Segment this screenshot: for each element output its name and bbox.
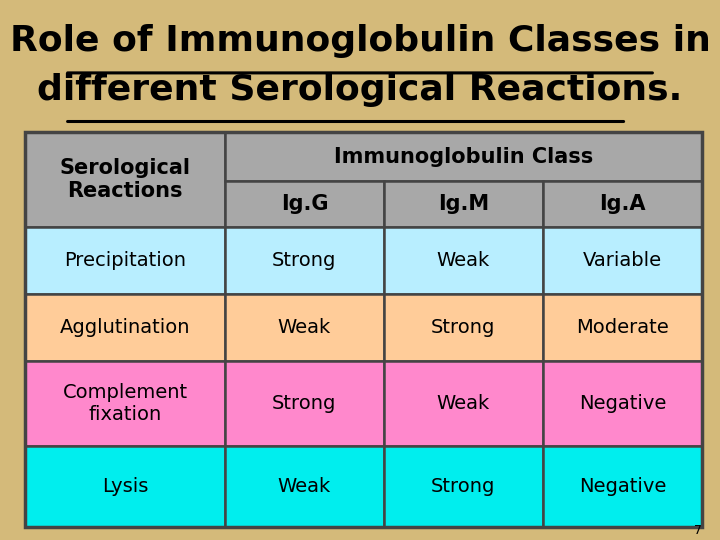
Text: Strong: Strong	[431, 318, 495, 337]
Bar	[25, 132, 702, 526]
Text: Weak: Weak	[278, 477, 331, 496]
Text: Strong: Strong	[431, 477, 495, 496]
Text: Strong: Strong	[272, 251, 336, 270]
Text: Ig.G: Ig.G	[281, 194, 328, 214]
Text: Variable: Variable	[583, 251, 662, 270]
Bar	[25, 294, 225, 361]
Bar	[25, 361, 225, 446]
Bar	[225, 227, 384, 294]
Text: Lysis: Lysis	[102, 477, 148, 496]
Text: Precipitation: Precipitation	[64, 251, 186, 270]
Bar	[225, 181, 384, 227]
Text: Immunoglobulin Class: Immunoglobulin Class	[334, 147, 593, 167]
Bar	[543, 294, 702, 361]
Bar	[543, 446, 702, 526]
Text: Moderate: Moderate	[576, 318, 669, 337]
Bar	[225, 294, 384, 361]
Text: 7: 7	[694, 524, 702, 537]
Bar	[543, 227, 702, 294]
Bar	[225, 446, 384, 526]
Text: Negative: Negative	[579, 394, 666, 413]
Bar	[384, 227, 543, 294]
Text: Complement
fixation: Complement fixation	[63, 383, 188, 424]
Text: Role of Immunoglobulin Classes in: Role of Immunoglobulin Classes in	[9, 24, 711, 58]
Bar	[25, 446, 225, 526]
Text: Serological
Reactions: Serological Reactions	[60, 158, 191, 201]
Bar	[384, 294, 543, 361]
Bar	[225, 132, 702, 181]
Bar	[25, 227, 225, 294]
Text: Strong: Strong	[272, 394, 336, 413]
Bar	[384, 181, 543, 227]
Bar	[543, 361, 702, 446]
Bar	[25, 132, 225, 227]
Text: Negative: Negative	[579, 477, 666, 496]
Text: Ig.M: Ig.M	[438, 194, 489, 214]
Text: Weak: Weak	[278, 318, 331, 337]
Bar	[543, 181, 702, 227]
Text: Weak: Weak	[437, 251, 490, 270]
Text: Ig.A: Ig.A	[599, 194, 646, 214]
Bar	[384, 361, 543, 446]
Bar	[384, 446, 543, 526]
Text: Agglutination: Agglutination	[60, 318, 190, 337]
Text: Weak: Weak	[437, 394, 490, 413]
Bar	[225, 361, 384, 446]
Text: different Serological Reactions.: different Serological Reactions.	[37, 73, 683, 107]
